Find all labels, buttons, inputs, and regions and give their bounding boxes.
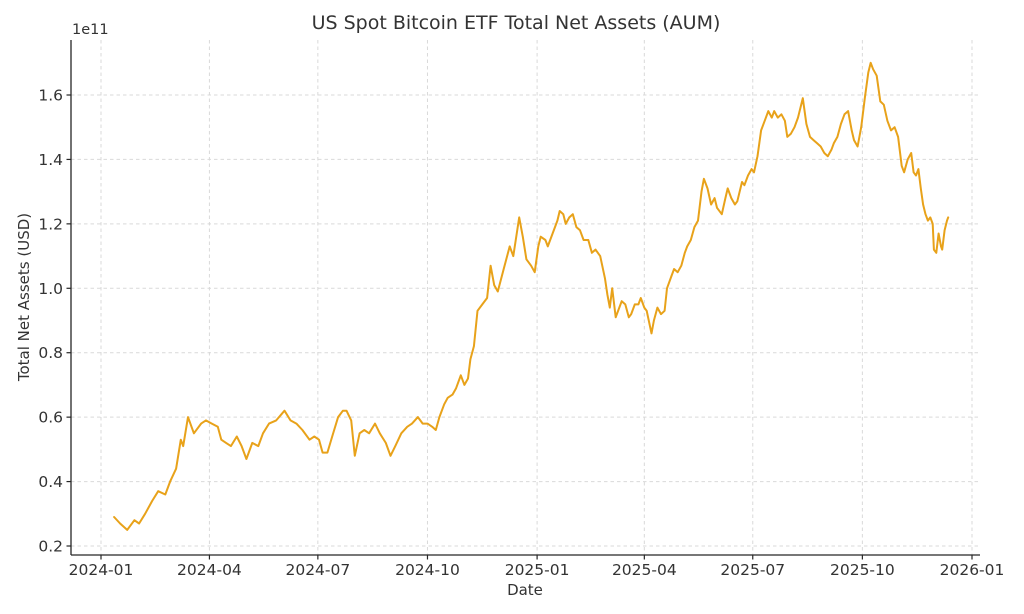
x-tick-label: 2024-01: [69, 561, 134, 579]
x-tick-label: 2024-07: [285, 561, 350, 579]
y-axis-ticks: 0.2 0.4 0.6 0.8 1.0 1.2 1.4 1.6: [38, 87, 71, 556]
y-tick-label: 0.8: [38, 344, 63, 362]
x-tick-label: 2024-10: [395, 561, 460, 579]
y-tick-label: 1.6: [38, 87, 63, 105]
y-tick-label: 0.6: [38, 409, 63, 427]
y-tick-label: 0.2: [38, 538, 63, 556]
x-axis-label: Date: [507, 581, 543, 599]
y-tick-label: 1.4: [38, 151, 63, 169]
y-tick-label: 1.0: [38, 280, 63, 298]
x-tick-label: 2025-04: [612, 561, 677, 579]
x-tick-label: 2024-04: [177, 561, 242, 579]
x-tick-label: 2025-07: [720, 561, 785, 579]
x-tick-label: 2026-01: [940, 561, 1005, 579]
x-tick-label: 2025-10: [830, 561, 895, 579]
grid-lines: [71, 40, 980, 555]
chart-title: US Spot Bitcoin ETF Total Net Assets (AU…: [312, 12, 721, 34]
y-axis-offset-text: 1e11: [72, 22, 109, 38]
x-tick-label: 2025-01: [505, 561, 570, 579]
aum-line-series: [113, 61, 950, 531]
y-tick-label: 1.2: [38, 215, 63, 233]
y-axis-label: Total Net Assets (USD): [15, 213, 33, 382]
y-tick-label: 0.4: [38, 473, 63, 491]
x-axis-ticks: 2024-01 2024-04 2024-07 2024-10 2025-01 2025-…: [69, 555, 1005, 579]
